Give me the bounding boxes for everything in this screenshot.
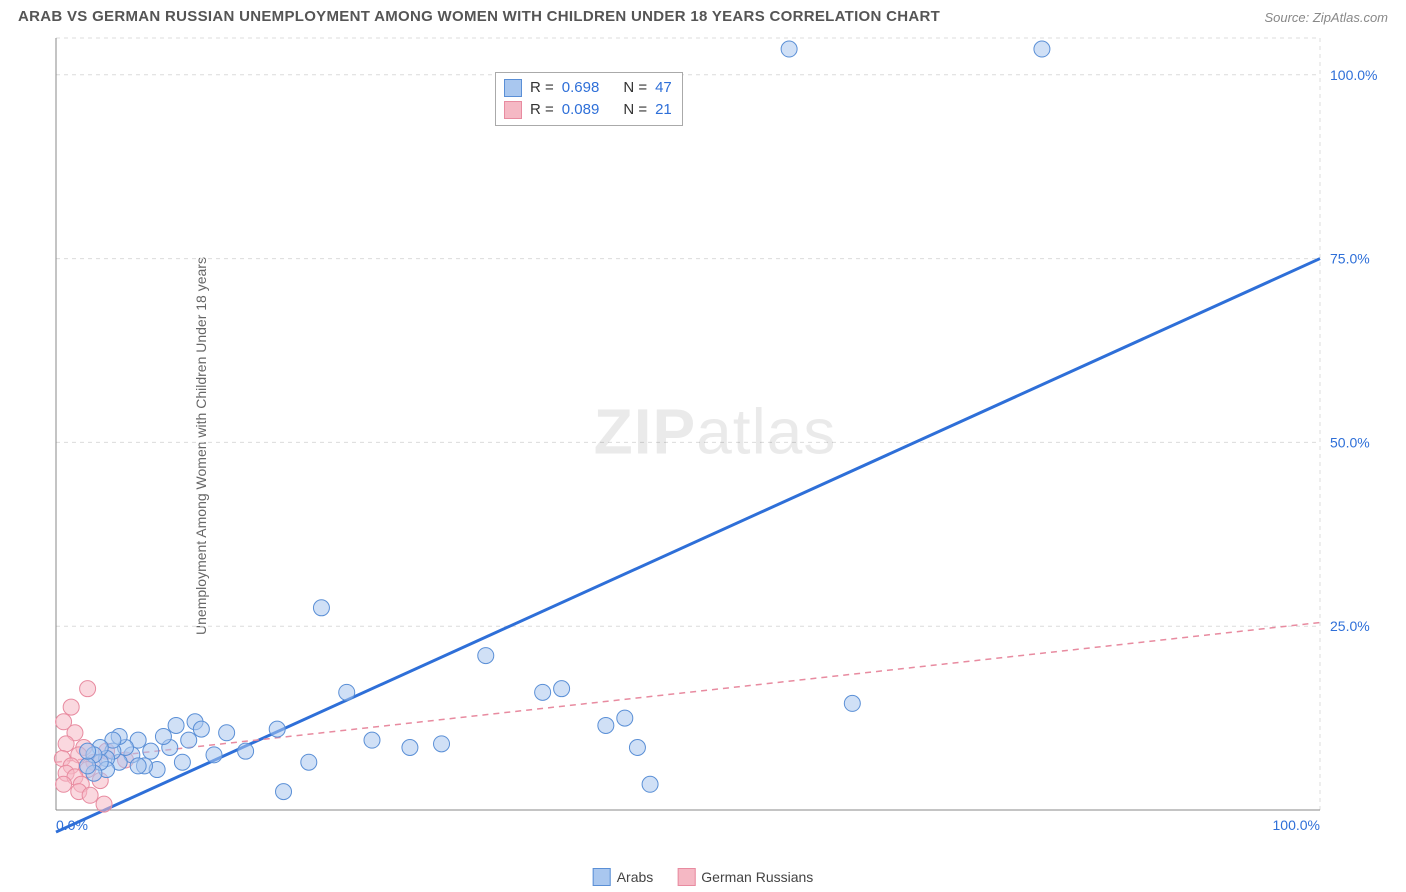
german-russians-swatch-icon	[677, 868, 695, 886]
r-label: R =	[530, 77, 554, 99]
legend-item-german-russians: German Russians	[677, 868, 813, 886]
stats-row-german-russians: R = 0.089 N = 21	[504, 99, 672, 121]
legend: Arabs German Russians	[593, 868, 814, 886]
svg-text:100.0%: 100.0%	[1330, 67, 1377, 83]
german-russians-swatch-icon	[504, 101, 522, 119]
legend-item-arabs: Arabs	[593, 868, 654, 886]
n-value-german-russians: 21	[655, 99, 672, 121]
svg-text:0.0%: 0.0%	[56, 817, 88, 833]
r-label: R =	[530, 99, 554, 121]
svg-text:75.0%: 75.0%	[1330, 251, 1370, 267]
chart-title: ARAB VS GERMAN RUSSIAN UNEMPLOYMENT AMON…	[18, 8, 940, 25]
n-value-arabs: 47	[655, 77, 672, 99]
correlation-stats-box: R = 0.698 N = 47 R = 0.089 N = 21	[495, 72, 683, 126]
plot-area: 25.0%50.0%75.0%100.0%0.0%100.0% ZIPatlas…	[50, 34, 1380, 844]
n-label: N =	[623, 99, 647, 121]
n-label: N =	[623, 77, 647, 99]
arabs-swatch-icon	[504, 79, 522, 97]
source-attribution: Source: ZipAtlas.com	[1264, 10, 1388, 25]
stats-row-arabs: R = 0.698 N = 47	[504, 77, 672, 99]
svg-text:25.0%: 25.0%	[1330, 618, 1370, 634]
legend-label: German Russians	[701, 869, 813, 885]
svg-text:50.0%: 50.0%	[1330, 434, 1370, 450]
svg-text:100.0%: 100.0%	[1273, 817, 1320, 833]
r-value-german-russians: 0.089	[562, 99, 600, 121]
scatter-chart: 25.0% 50.0% 75.0% 100.0% 0.0% 100.0%	[50, 34, 1380, 844]
legend-label: Arabs	[617, 869, 654, 885]
arabs-swatch-icon	[593, 868, 611, 886]
r-value-arabs: 0.698	[562, 77, 600, 99]
